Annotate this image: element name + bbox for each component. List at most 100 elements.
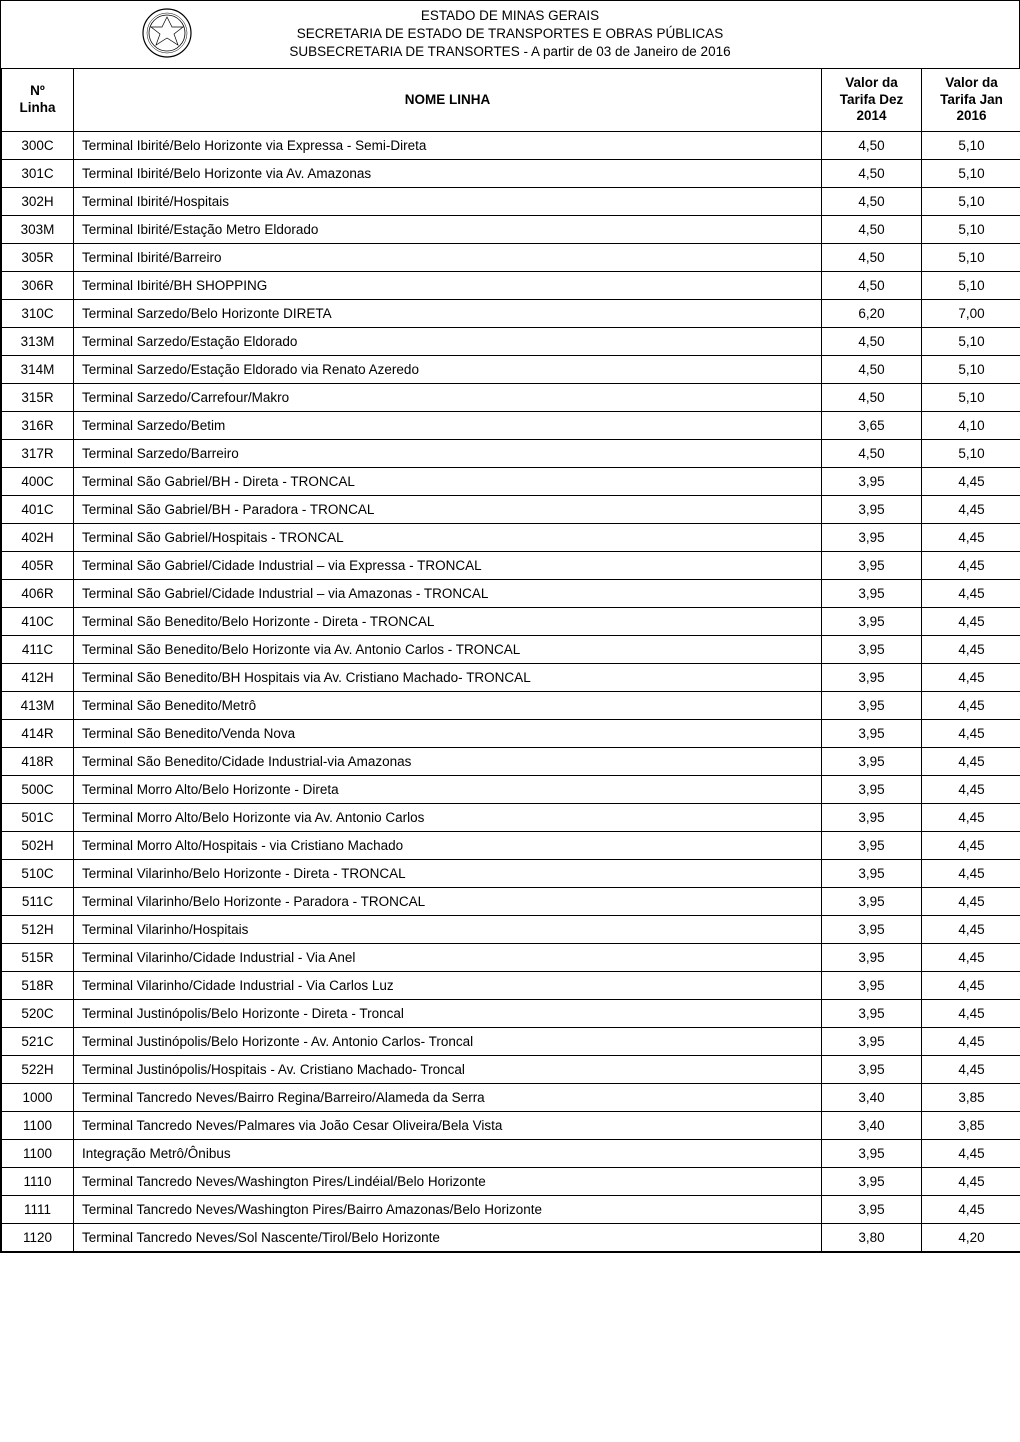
cell-line-number: 410C [2,608,74,636]
col-v1-l2: Tarifa Dez [840,92,904,107]
cell-line-number: 500C [2,776,74,804]
cell-tarifa-2016: 4,45 [922,1028,1020,1056]
cell-line-name: Terminal Justinópolis/Hospitais - Av. Cr… [74,1056,822,1084]
table-row: 413MTerminal São Benedito/Metrô3,954,45 [2,692,1020,720]
header-line-1: ESTADO DE MINAS GERAIS [289,7,730,25]
table-row: 500CTerminal Morro Alto/Belo Horizonte -… [2,776,1020,804]
table-row: 1120Terminal Tancredo Neves/Sol Nascente… [2,1224,1020,1252]
cell-tarifa-2014: 3,95 [822,1168,922,1196]
cell-tarifa-2014: 4,50 [822,272,922,300]
cell-line-number: 512H [2,916,74,944]
table-body: 300CTerminal Ibirité/Belo Horizonte via … [2,132,1020,1252]
table-row: 511CTerminal Vilarinho/Belo Horizonte - … [2,888,1020,916]
cell-tarifa-2016: 4,45 [922,748,1020,776]
cell-tarifa-2014: 4,50 [822,384,922,412]
cell-tarifa-2016: 3,85 [922,1084,1020,1112]
cell-tarifa-2014: 3,95 [822,580,922,608]
table-head: Nº Linha NOME LINHA Valor da Tarifa Dez … [2,68,1020,132]
cell-line-name: Terminal São Benedito/Metrô [74,692,822,720]
cell-tarifa-2016: 4,45 [922,944,1020,972]
cell-tarifa-2014: 4,50 [822,160,922,188]
header-line-3: SUBSECRETARIA DE TRANSORTES - A partir d… [289,43,730,61]
cell-tarifa-2014: 3,95 [822,1028,922,1056]
tariff-table: Nº Linha NOME LINHA Valor da Tarifa Dez … [1,68,1020,1253]
cell-line-name: Terminal Tancredo Neves/Washington Pires… [74,1168,822,1196]
cell-line-name: Terminal Ibirité/BH SHOPPING [74,272,822,300]
table-row: 521CTerminal Justinópolis/Belo Horizonte… [2,1028,1020,1056]
document-header: ESTADO DE MINAS GERAIS SECRETARIA DE EST… [1,1,1019,68]
cell-line-name: Terminal Justinópolis/Belo Horizonte - A… [74,1028,822,1056]
cell-tarifa-2016: 4,45 [922,636,1020,664]
table-row: 1110Terminal Tancredo Neves/Washington P… [2,1168,1020,1196]
cell-tarifa-2014: 3,80 [822,1224,922,1252]
cell-line-number: 401C [2,496,74,524]
cell-line-name: Terminal Sarzedo/Belo Horizonte DIRETA [74,300,822,328]
cell-tarifa-2016: 4,45 [922,664,1020,692]
cell-line-number: 406R [2,580,74,608]
cell-tarifa-2014: 3,95 [822,1140,922,1168]
cell-line-number: 402H [2,524,74,552]
table-row: 315RTerminal Sarzedo/Carrefour/Makro4,50… [2,384,1020,412]
cell-line-name: Terminal Tancredo Neves/Palmares via Joã… [74,1112,822,1140]
cell-tarifa-2016: 4,45 [922,776,1020,804]
table-row: 502HTerminal Morro Alto/Hospitais - via … [2,832,1020,860]
cell-line-number: 418R [2,748,74,776]
cell-tarifa-2014: 3,95 [822,720,922,748]
table-row: 414RTerminal São Benedito/Venda Nova3,95… [2,720,1020,748]
cell-line-name: Terminal Vilarinho/Belo Horizonte - Para… [74,888,822,916]
cell-tarifa-2014: 4,50 [822,328,922,356]
table-row: 306RTerminal Ibirité/BH SHOPPING4,505,10 [2,272,1020,300]
cell-tarifa-2016: 5,10 [922,384,1020,412]
cell-line-name: Terminal Ibirité/Hospitais [74,188,822,216]
cell-line-name: Terminal Sarzedo/Estação Eldorado via Re… [74,356,822,384]
col-header-valor-2014: Valor da Tarifa Dez 2014 [822,68,922,132]
cell-line-number: 412H [2,664,74,692]
table-row: 510CTerminal Vilarinho/Belo Horizonte - … [2,860,1020,888]
cell-line-number: 501C [2,804,74,832]
cell-line-name: Terminal São Gabriel/Cidade Industrial –… [74,580,822,608]
cell-tarifa-2014: 3,95 [822,888,922,916]
table-header-row: Nº Linha NOME LINHA Valor da Tarifa Dez … [2,68,1020,132]
table-row: 310CTerminal Sarzedo/Belo Horizonte DIRE… [2,300,1020,328]
cell-line-number: 502H [2,832,74,860]
cell-tarifa-2014: 3,95 [822,608,922,636]
table-row: 410CTerminal São Benedito/Belo Horizonte… [2,608,1020,636]
table-row: 316RTerminal Sarzedo/Betim3,654,10 [2,412,1020,440]
table-row: 418RTerminal São Benedito/Cidade Industr… [2,748,1020,776]
cell-tarifa-2014: 3,65 [822,412,922,440]
cell-tarifa-2014: 3,95 [822,552,922,580]
cell-line-name: Terminal Vilarinho/Hospitais [74,916,822,944]
cell-line-name: Terminal Ibirité/Barreiro [74,244,822,272]
cell-line-name: Terminal Ibirité/Belo Horizonte via Expr… [74,132,822,160]
table-row: 1111Terminal Tancredo Neves/Washington P… [2,1196,1020,1224]
cell-line-number: 302H [2,188,74,216]
cell-tarifa-2016: 4,45 [922,804,1020,832]
cell-line-name: Terminal Vilarinho/Belo Horizonte - Dire… [74,860,822,888]
cell-line-name: Integração Metrô/Ônibus [74,1140,822,1168]
cell-line-name: Terminal São Gabriel/BH - Direta - TRONC… [74,468,822,496]
cell-tarifa-2016: 4,10 [922,412,1020,440]
cell-line-number: 411C [2,636,74,664]
cell-tarifa-2016: 4,45 [922,692,1020,720]
table-row: 305RTerminal Ibirité/Barreiro4,505,10 [2,244,1020,272]
cell-tarifa-2016: 5,10 [922,160,1020,188]
cell-tarifa-2014: 3,95 [822,468,922,496]
cell-line-number: 1100 [2,1112,74,1140]
cell-line-number: 300C [2,132,74,160]
state-seal-logo [141,7,193,59]
col-header-nome: NOME LINHA [74,68,822,132]
cell-line-number: 306R [2,272,74,300]
cell-tarifa-2014: 3,95 [822,664,922,692]
cell-line-name: Terminal Justinópolis/Belo Horizonte - D… [74,1000,822,1028]
cell-line-name: Terminal Tancredo Neves/Bairro Regina/Ba… [74,1084,822,1112]
cell-line-number: 310C [2,300,74,328]
cell-line-number: 315R [2,384,74,412]
col-header-valor-2016: Valor da Tarifa Jan 2016 [922,68,1020,132]
cell-line-number: 1100 [2,1140,74,1168]
header-line-2: SECRETARIA DE ESTADO DE TRANSPORTES E OB… [289,25,730,43]
col-v2-l2: Tarifa Jan [940,92,1003,107]
cell-tarifa-2016: 4,20 [922,1224,1020,1252]
table-row: 412HTerminal São Benedito/BH Hospitais v… [2,664,1020,692]
table-row: 401CTerminal São Gabriel/BH - Paradora -… [2,496,1020,524]
table-row: 405RTerminal São Gabriel/Cidade Industri… [2,552,1020,580]
